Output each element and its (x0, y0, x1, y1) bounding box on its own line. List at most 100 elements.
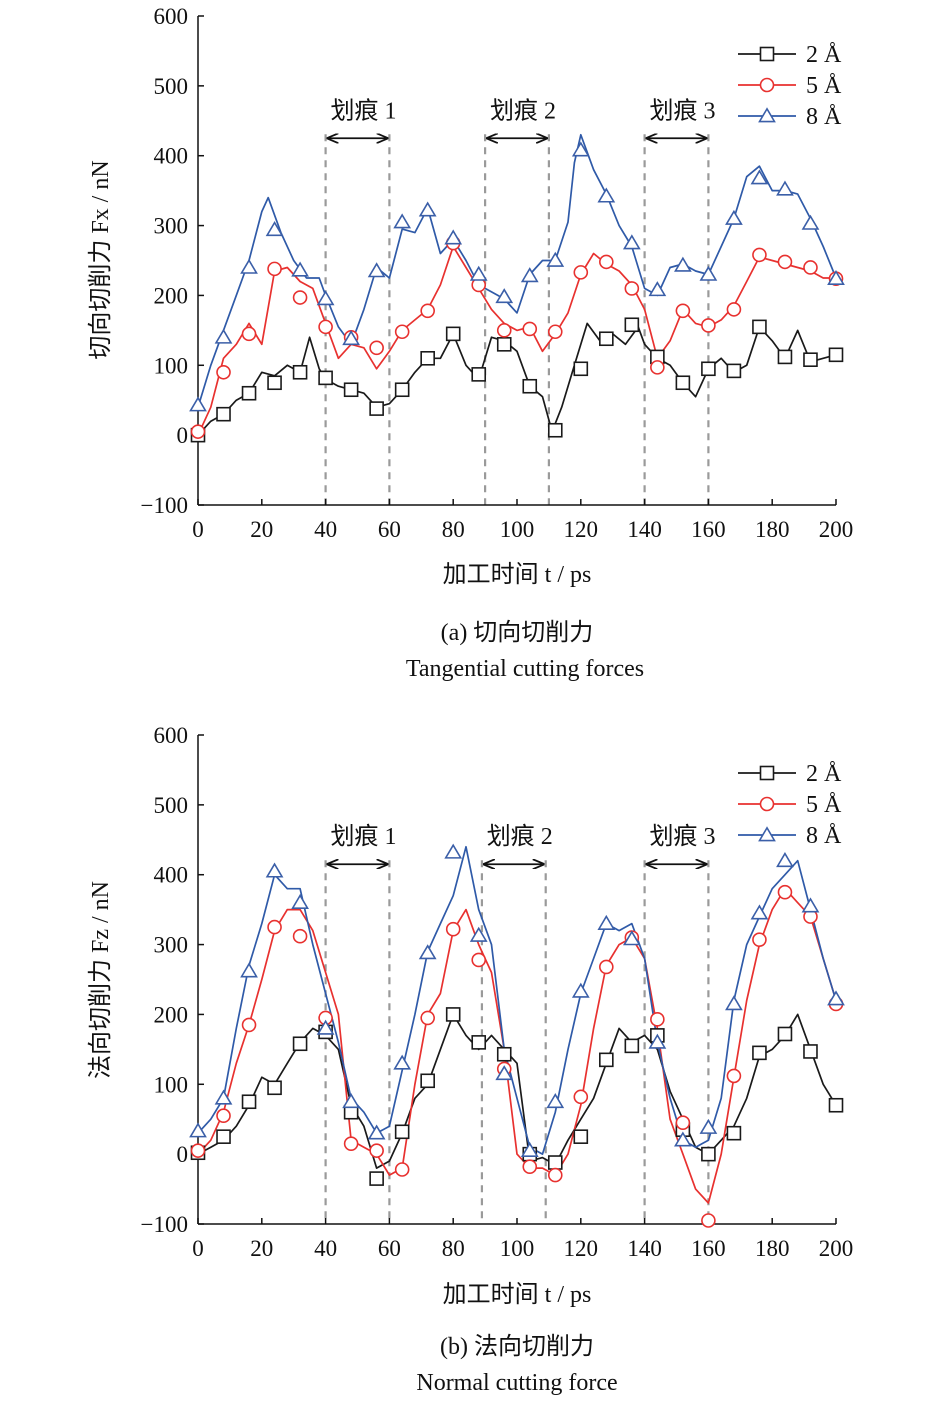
series-line-3 (197, 845, 837, 1155)
data-point (216, 364, 231, 380)
data-point (265, 221, 284, 237)
y-tick-label: 400 (154, 863, 189, 888)
data-point (726, 302, 742, 317)
data-point (190, 1143, 206, 1158)
data-point (624, 281, 640, 296)
series-markers-1 (190, 317, 844, 443)
x-tick-label: 100 (500, 1236, 535, 1261)
data-point (241, 1094, 257, 1110)
y-axis-label: 切向切削力 Fx / nN (87, 160, 114, 359)
y-tick-label: 600 (154, 4, 189, 29)
data-point (803, 260, 818, 275)
data-point (675, 375, 691, 391)
data-point (547, 1155, 563, 1170)
legend-marker (759, 77, 775, 93)
x-tick-label: 0 (192, 1236, 204, 1261)
data-point (420, 1010, 435, 1026)
data-point (522, 1159, 538, 1175)
series-markers-2 (190, 235, 844, 439)
data-point (725, 209, 743, 225)
data-point (699, 1118, 718, 1134)
data-point (573, 361, 589, 377)
legend-label: 5 Å (806, 792, 842, 818)
data-point (622, 930, 641, 946)
legend-label: 5 Å (806, 73, 842, 99)
y-tick-label: 200 (154, 283, 189, 308)
data-point (571, 982, 590, 998)
x-tick-label: 140 (627, 1236, 662, 1261)
data-point (471, 367, 487, 382)
x-tick-label: 0 (192, 517, 204, 542)
data-point (752, 1045, 767, 1061)
data-point (471, 952, 487, 968)
data-point (546, 251, 565, 267)
data-point (573, 1089, 589, 1105)
x-tick-label: 60 (378, 517, 401, 542)
data-point (752, 247, 767, 263)
data-point (393, 1054, 412, 1070)
data-point (827, 990, 845, 1006)
data-point (725, 995, 743, 1011)
data-point (291, 261, 309, 277)
y-tick-label: 0 (177, 1142, 189, 1167)
data-point (241, 385, 257, 401)
data-point (444, 843, 463, 859)
data-point (469, 926, 488, 942)
data-point (674, 256, 692, 272)
data-point (495, 288, 514, 304)
x-tick-label: 80 (442, 1236, 465, 1261)
data-point (624, 317, 640, 333)
region-label: 划痕 1 (331, 823, 397, 850)
legend-marker (759, 796, 775, 812)
data-point (420, 350, 435, 366)
data-point (624, 1038, 640, 1054)
data-point (726, 363, 742, 379)
x-axis-label: 加工时间 t / ps (443, 1281, 592, 1308)
data-point (418, 201, 437, 217)
x-tick-label: 200 (819, 517, 854, 542)
data-point (827, 269, 845, 285)
y-tick-label: 300 (154, 214, 189, 239)
data-point (777, 1026, 793, 1042)
y-tick-label: 600 (154, 723, 189, 748)
y-tick-label: 400 (154, 144, 189, 169)
data-point (752, 319, 767, 335)
data-point (241, 326, 257, 342)
legend-label: 2 Å (806, 761, 842, 787)
data-point (445, 326, 461, 342)
data-point (265, 862, 284, 878)
data-point (699, 265, 718, 281)
data-point (394, 1124, 410, 1140)
series-line-2 (197, 887, 837, 1204)
data-point (495, 1065, 514, 1081)
data-point (189, 1122, 207, 1138)
data-point (599, 959, 614, 975)
data-point (571, 141, 590, 157)
region-label: 划痕 3 (650, 823, 716, 850)
y-tick-label: 500 (154, 74, 189, 99)
data-point (445, 921, 461, 937)
data-point (343, 382, 359, 398)
data-point (674, 1131, 692, 1147)
data-point (214, 328, 233, 344)
data-point (469, 265, 488, 281)
data-point (777, 884, 793, 900)
y-tick-label: 500 (154, 793, 189, 818)
data-point (445, 1007, 461, 1022)
data-point (369, 1171, 384, 1186)
y-tick-label: −100 (141, 493, 188, 518)
data-point (394, 1162, 410, 1177)
data-point (394, 324, 410, 340)
data-point (343, 1136, 359, 1151)
x-tick-label: 200 (819, 1236, 854, 1261)
x-axis-label: 加工时间 t / ps (443, 561, 592, 588)
data-point (240, 258, 258, 274)
x-tick-label: 120 (564, 1236, 599, 1261)
x-tick-label: 20 (250, 517, 273, 542)
data-point (190, 424, 206, 439)
data-point (496, 337, 512, 352)
data-point (573, 1129, 589, 1144)
data-point (599, 331, 614, 347)
region-label: 划痕 2 (487, 823, 553, 850)
